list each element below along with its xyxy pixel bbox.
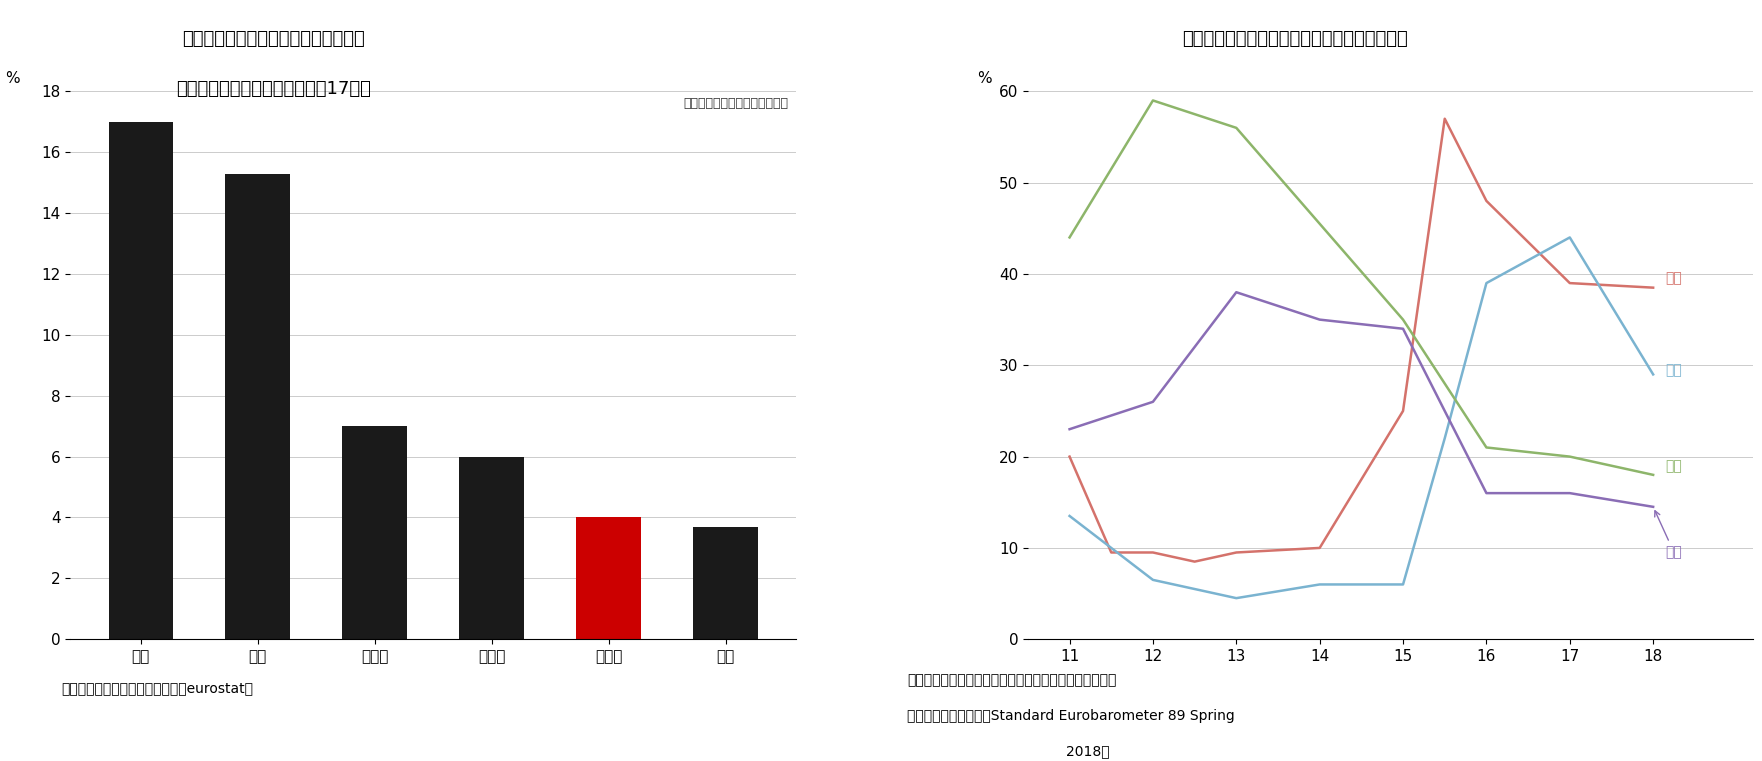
Bar [109,122,173,639]
Text: 図表７　ＥＵの財貳易（輸出＋輸入）: 図表７ ＥＵの財貳易（輸出＋輸入） [181,30,365,49]
Bar [460,457,523,639]
Text: %: % [978,71,992,86]
Text: 図表８　ＥＵが直面する課題に関する世論調査: 図表８ ＥＵが直面する課題に関する世論調査 [1182,30,1408,49]
Text: 失業: 失業 [1655,511,1683,559]
Bar [342,426,407,639]
Text: テロ: テロ [1665,363,1683,377]
Text: %: % [5,71,19,86]
Bar [694,527,758,639]
Bar [576,517,641,639]
Text: 2018」: 2018」 [1066,744,1110,758]
Text: （資料）欧州委員会「Standard Eurobarometer 89 Spring: （資料）欧州委員会「Standard Eurobarometer 89 Spri… [907,709,1235,723]
Bar [226,174,289,639]
Text: 移民: 移民 [1665,272,1683,285]
Text: （資料）　欧州委員会統計局　（eurostat）: （資料） 欧州委員会統計局 （eurostat） [62,681,254,695]
Text: （財貳易総額に占める構成比）: （財貳易総額に占める構成比） [684,97,789,110]
Text: 経済: 経済 [1665,459,1683,473]
Text: 上位相手国・地域のシェア　（17年）: 上位相手国・地域のシェア （17年） [176,80,370,98]
Text: （＊）　上位２項目を回答、全回答に対する割合を算出: （＊） 上位２項目を回答、全回答に対する割合を算出 [907,673,1117,687]
